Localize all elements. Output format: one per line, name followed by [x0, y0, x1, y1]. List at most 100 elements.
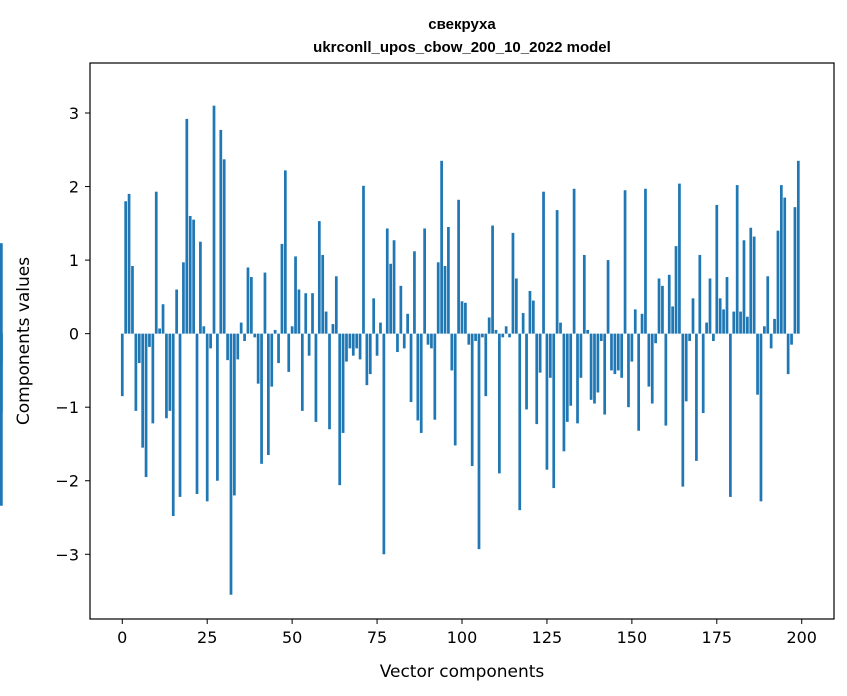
y-tick-label: −3 — [55, 545, 79, 564]
bar-45 — [273, 329, 277, 334]
bar-56 — [311, 293, 314, 334]
bar-22 — [195, 333, 199, 494]
y-axis-label: Components values — [14, 257, 34, 425]
y-tick-label: −1 — [55, 398, 79, 417]
bar-19 — [185, 118, 189, 334]
bar-114 — [508, 333, 511, 338]
bar-9 — [151, 333, 155, 424]
x-tick-label: 25 — [197, 628, 217, 647]
bar-146 — [616, 333, 620, 371]
bar-106 — [481, 333, 484, 338]
bar-78 — [385, 228, 389, 334]
bar-192 — [773, 318, 776, 334]
bar-104 — [474, 333, 477, 341]
bar-52 — [297, 289, 301, 334]
bar-20 — [188, 215, 192, 334]
bar-86 — [413, 251, 416, 334]
chart-subtitle: ukrconll_upos_cbow_200_10_2022 model — [313, 39, 611, 56]
bar-196 — [786, 333, 790, 375]
bar-92 — [433, 333, 437, 420]
bar-188 — [759, 333, 763, 502]
bar-36 — [243, 333, 246, 341]
bar-48 — [283, 170, 287, 334]
bar-113 — [504, 326, 508, 334]
bar-127 — [552, 333, 556, 489]
bar-93 — [436, 262, 440, 334]
x-tick-label: 100 — [447, 628, 478, 647]
bar-162 — [671, 306, 674, 334]
y-tick-label: 0 — [69, 325, 79, 344]
y-tick-label: −2 — [55, 472, 79, 491]
bar-99 — [457, 199, 460, 334]
bar-42 — [263, 272, 267, 334]
bar-15 — [171, 333, 175, 517]
bar-166 — [684, 333, 688, 402]
bar-76 — [379, 322, 382, 334]
y-axis-ticks: −3 −2 −1 0 1 2 3 — [55, 104, 90, 564]
bar-77 — [382, 333, 386, 555]
bar-111 — [498, 333, 501, 474]
bar-35 — [239, 322, 243, 334]
y-tick-label: 2 — [69, 178, 79, 197]
bar-75 — [375, 333, 379, 356]
bar-51 — [294, 256, 297, 334]
bar-16 — [175, 289, 178, 334]
bar-101 — [464, 302, 467, 334]
bar-43 — [267, 333, 270, 455]
bar-105 — [477, 333, 481, 550]
bar-98 — [453, 333, 457, 446]
bar-187 — [756, 333, 759, 395]
x-axis-ticks: 0 25 50 75 100 125 150 175 200 — [117, 619, 817, 647]
bar-57 — [314, 333, 318, 422]
bar-198 — [793, 207, 797, 334]
bar-0 — [120, 333, 124, 397]
x-tick-label: 0 — [117, 628, 127, 647]
plot-frame — [89, 62, 835, 620]
bar-147 — [620, 333, 624, 378]
bar-30 — [222, 159, 226, 334]
bar-124 — [542, 191, 545, 334]
bar-179 — [729, 333, 732, 497]
bar-140 — [596, 333, 600, 393]
bar-29 — [219, 129, 223, 334]
bar-17 — [178, 333, 182, 497]
bar-145 — [613, 333, 617, 375]
bar-46 — [277, 333, 280, 364]
x-tick-label: 50 — [282, 628, 302, 647]
bar-189 — [763, 326, 766, 334]
bar-32 — [229, 333, 233, 595]
bar-62 — [331, 324, 335, 334]
bar-151 — [633, 309, 637, 334]
bar-81 — [396, 333, 399, 353]
bar-28 — [216, 333, 219, 481]
bar-23 — [199, 241, 202, 334]
y-tick-label: 1 — [69, 251, 79, 270]
bar-128 — [555, 210, 559, 334]
bar-90 — [426, 333, 430, 345]
bar-31 — [226, 333, 229, 361]
bar-118 — [521, 313, 525, 334]
bar-125 — [545, 333, 549, 470]
bar-183 — [742, 240, 746, 334]
bar-171 — [701, 333, 705, 414]
bar-12 — [161, 304, 165, 334]
bar-91 — [430, 333, 433, 349]
bar-176 — [718, 298, 722, 334]
bar-144 — [610, 333, 613, 371]
bar-61 — [328, 333, 331, 430]
bar-41 — [260, 333, 263, 464]
bar-115 — [511, 232, 515, 334]
bar-60 — [324, 311, 328, 334]
bar-184 — [746, 316, 749, 334]
bar-33 — [233, 333, 236, 496]
bar-69 — [355, 333, 359, 349]
bar-11 — [158, 328, 161, 334]
bar-undefined — [0, 243, 3, 334]
bar-10 — [154, 191, 158, 334]
bar-173 — [708, 278, 712, 334]
bar-149 — [627, 333, 630, 408]
bar-117 — [518, 333, 522, 511]
bar-160 — [664, 333, 668, 426]
bar-163 — [674, 246, 678, 334]
bar-129 — [559, 322, 562, 334]
